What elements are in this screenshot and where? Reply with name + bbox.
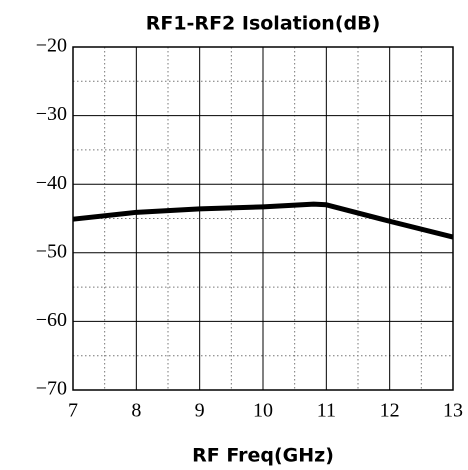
x-tick-label: 9	[195, 400, 205, 422]
chart-title: RF1-RF2 Isolation(dB)	[146, 13, 381, 35]
data-line	[72, 201, 454, 240]
x-tick-label: 12	[380, 400, 400, 422]
y-tick-label: −70	[36, 378, 67, 400]
x-tick-label: 7	[68, 400, 78, 422]
y-tick-label: −50	[36, 240, 67, 262]
y-tick-label: −40	[36, 172, 67, 194]
x-tick-label: 11	[317, 400, 336, 422]
x-tick-label: 8	[131, 400, 141, 422]
x-tick-label: 10	[253, 400, 273, 422]
x-axis-label: RF Freq(GHz)	[192, 445, 334, 467]
y-tick-label: −60	[36, 309, 67, 331]
y-tick-label: −30	[36, 103, 67, 125]
y-tick-label: −20	[36, 35, 67, 57]
x-tick-label: 13	[443, 400, 463, 422]
